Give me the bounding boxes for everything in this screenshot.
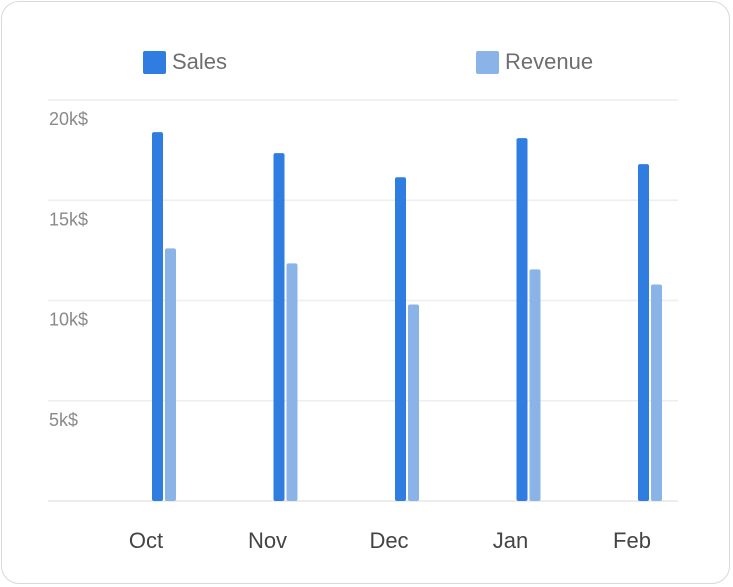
legend-item-revenue[interactable]: Revenue	[476, 49, 593, 75]
bar-sales-nov[interactable]	[273, 153, 285, 501]
bar-revenue-nov[interactable]	[286, 263, 298, 501]
x-category-label: Dec	[369, 528, 408, 553]
bar-revenue-feb[interactable]	[651, 284, 662, 501]
bar-revenue-jan[interactable]	[529, 269, 541, 501]
x-category-label: Oct	[129, 528, 163, 553]
bar-sales-oct[interactable]	[152, 132, 163, 501]
y-tick-label: 5k$	[49, 410, 78, 430]
y-tick-label: 20k$	[49, 109, 88, 129]
bar-sales-dec[interactable]	[395, 177, 406, 501]
x-category-label: Jan	[493, 528, 528, 553]
legend-item-sales[interactable]: Sales	[143, 49, 227, 75]
bar-revenue-dec[interactable]	[408, 304, 419, 501]
bar-sales-feb[interactable]	[638, 164, 649, 501]
bar-sales-jan[interactable]	[516, 138, 528, 501]
y-tick-label: 10k$	[49, 310, 88, 330]
bar-revenue-oct[interactable]	[165, 248, 176, 501]
legend-swatch-sales	[143, 50, 166, 74]
x-category-label: Nov	[248, 528, 287, 553]
legend-label-revenue: Revenue	[505, 49, 594, 74]
x-category-label: Feb	[613, 528, 651, 553]
legend-label-sales: Sales	[172, 49, 228, 74]
y-tick-label: 15k$	[49, 209, 88, 229]
legend-swatch-revenue	[476, 50, 499, 74]
